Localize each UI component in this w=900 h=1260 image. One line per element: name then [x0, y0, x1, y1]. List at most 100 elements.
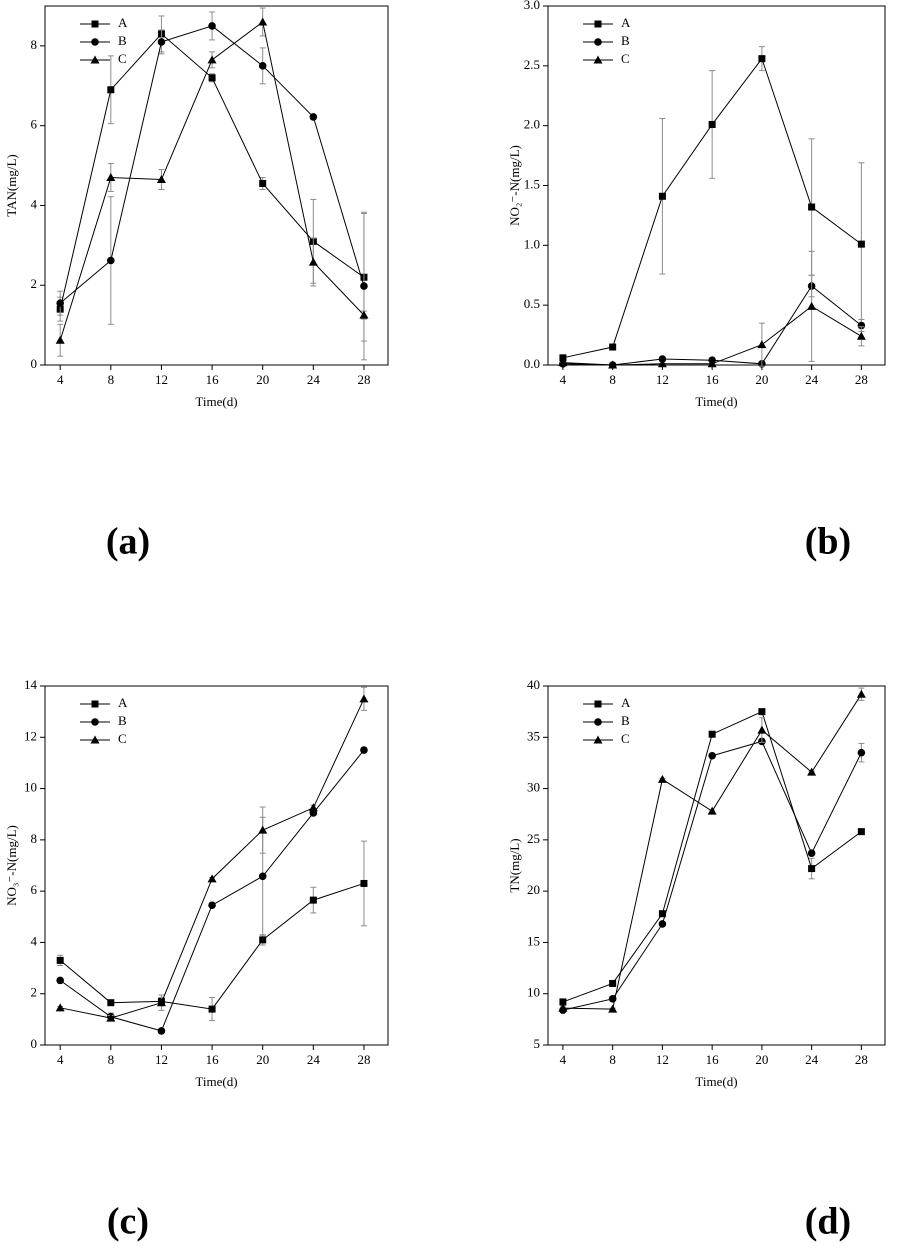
- y-tick-label: 25: [527, 831, 540, 846]
- marker-triangle: [308, 803, 318, 812]
- legend-label: B: [118, 33, 127, 48]
- marker-circle: [107, 256, 115, 265]
- y-axis-label: NO₂⁻-N(mg/L): [507, 145, 522, 226]
- x-tick-label: 16: [206, 1052, 220, 1067]
- x-tick-label: 4: [560, 1052, 567, 1067]
- legend-label: C: [118, 731, 127, 746]
- y-tick-label: 3.0: [524, 0, 540, 12]
- marker-circle: [360, 746, 368, 754]
- marker-circle: [208, 901, 216, 910]
- marker-circle: [807, 849, 816, 857]
- x-tick-label: 20: [256, 1052, 269, 1067]
- marker-triangle: [308, 257, 318, 266]
- marker-square: [609, 343, 617, 351]
- legend-label: A: [118, 695, 128, 710]
- marker-triangle: [558, 358, 568, 367]
- y-axis-label: TAN(mg/L): [4, 154, 19, 217]
- marker-circle: [658, 355, 667, 363]
- y-tick-label: 6: [31, 882, 38, 897]
- marker-circle: [157, 38, 166, 46]
- x-tick-label: 28: [855, 372, 868, 387]
- legend-label: B: [118, 713, 127, 728]
- y-axis-label: TN(mg/L): [507, 838, 522, 892]
- marker-circle: [857, 748, 866, 757]
- marker-square: [609, 979, 617, 987]
- marker-square: [808, 865, 816, 873]
- marker-square: [259, 936, 267, 944]
- y-tick-label: 0.5: [524, 296, 540, 311]
- marker-triangle: [258, 825, 268, 834]
- marker-triangle: [558, 1003, 568, 1012]
- y-tick-label: 10: [527, 985, 540, 1000]
- marker-triangle: [106, 173, 116, 182]
- y-tick-label: 2: [31, 276, 38, 291]
- series-line: [562, 305, 862, 366]
- x-tick-label: 28: [855, 1052, 868, 1067]
- series-line: [562, 693, 862, 1010]
- x-tick-label: 24: [805, 372, 819, 387]
- y-tick-label: 15: [527, 933, 540, 948]
- y-tick-label: 10: [24, 780, 37, 795]
- legend-label: C: [118, 51, 127, 66]
- marker-triangle: [807, 301, 817, 310]
- marker-square: [559, 998, 567, 1006]
- marker-circle: [309, 113, 318, 121]
- x-axis-label: Time(d): [695, 394, 737, 409]
- marker-triangle: [90, 735, 100, 744]
- y-tick-label: 0: [31, 1036, 38, 1051]
- marker-triangle: [757, 725, 767, 734]
- y-tick-label: 35: [527, 728, 540, 743]
- x-tick-label: 4: [560, 372, 567, 387]
- marker-circle: [594, 38, 602, 46]
- marker-square: [360, 879, 368, 887]
- marker-triangle: [807, 767, 817, 776]
- marker-circle: [91, 38, 99, 46]
- series-line: [562, 740, 862, 1011]
- series-line: [59, 749, 365, 1032]
- x-axis-label: Time(d): [695, 1074, 737, 1089]
- marker-square: [559, 354, 567, 362]
- marker-square: [91, 700, 99, 708]
- marker-square: [708, 120, 716, 128]
- x-tick-label: 16: [706, 1052, 720, 1067]
- marker-square: [107, 999, 115, 1007]
- plot-frame: [44, 685, 389, 1046]
- x-tick-label: 8: [609, 1052, 616, 1067]
- legend-label: A: [118, 15, 128, 30]
- marker-circle: [157, 1027, 166, 1035]
- marker-circle: [258, 872, 267, 881]
- legend-label: A: [621, 15, 631, 30]
- marker-circle: [208, 22, 216, 30]
- marker-triangle: [593, 735, 603, 744]
- marker-triangle: [207, 55, 217, 64]
- marker-triangle: [106, 1013, 116, 1022]
- marker-triangle: [608, 1004, 618, 1013]
- marker-triangle: [657, 774, 667, 783]
- marker-square: [808, 203, 816, 211]
- y-tick-label: 2.0: [524, 117, 540, 132]
- x-tick-label: 20: [755, 372, 768, 387]
- marker-square: [594, 700, 602, 708]
- marker-triangle: [608, 360, 618, 369]
- x-tick-label: 4: [57, 372, 64, 387]
- x-tick-label: 20: [755, 1052, 768, 1067]
- x-tick-label: 24: [805, 1052, 819, 1067]
- y-tick-label: 2.5: [524, 57, 540, 72]
- x-tick-label: 4: [57, 1052, 64, 1067]
- x-tick-label: 12: [155, 372, 168, 387]
- y-tick-label: 6: [31, 117, 38, 132]
- chart-panel: 4 8 12 16 20 24 2802468101214Time(d)NO₃⁻-N(mg/…: [4, 677, 389, 1243]
- chart-panel: 4 8 12 16 20 24 28 0.0 0.5 1.0 1.5 2.0 2.5 3.0 Time(d)…: [507, 0, 886, 563]
- marker-square: [208, 74, 216, 82]
- y-tick-label: 4: [31, 933, 38, 948]
- x-tick-label: 20: [256, 372, 269, 387]
- series-line: [60, 698, 365, 1019]
- x-tick-label: 8: [609, 372, 616, 387]
- marker-square: [259, 180, 267, 188]
- series-line: [59, 21, 365, 341]
- marker-circle: [91, 718, 99, 726]
- x-tick-label: 8: [108, 372, 115, 387]
- marker-square: [309, 896, 317, 904]
- legend-label: B: [621, 33, 630, 48]
